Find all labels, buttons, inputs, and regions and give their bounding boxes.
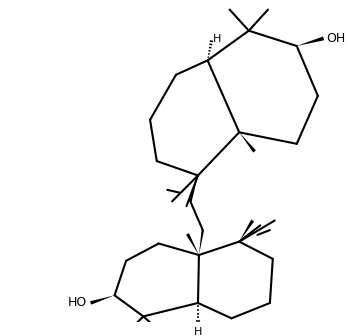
- Polygon shape: [297, 37, 324, 46]
- Polygon shape: [186, 233, 199, 255]
- Polygon shape: [239, 132, 256, 153]
- Text: H: H: [212, 34, 221, 44]
- Text: HO: HO: [68, 296, 87, 309]
- Text: H: H: [194, 327, 202, 336]
- Polygon shape: [189, 175, 198, 202]
- Polygon shape: [239, 220, 254, 242]
- Text: OH: OH: [326, 32, 346, 45]
- Polygon shape: [90, 295, 114, 305]
- Polygon shape: [199, 230, 204, 255]
